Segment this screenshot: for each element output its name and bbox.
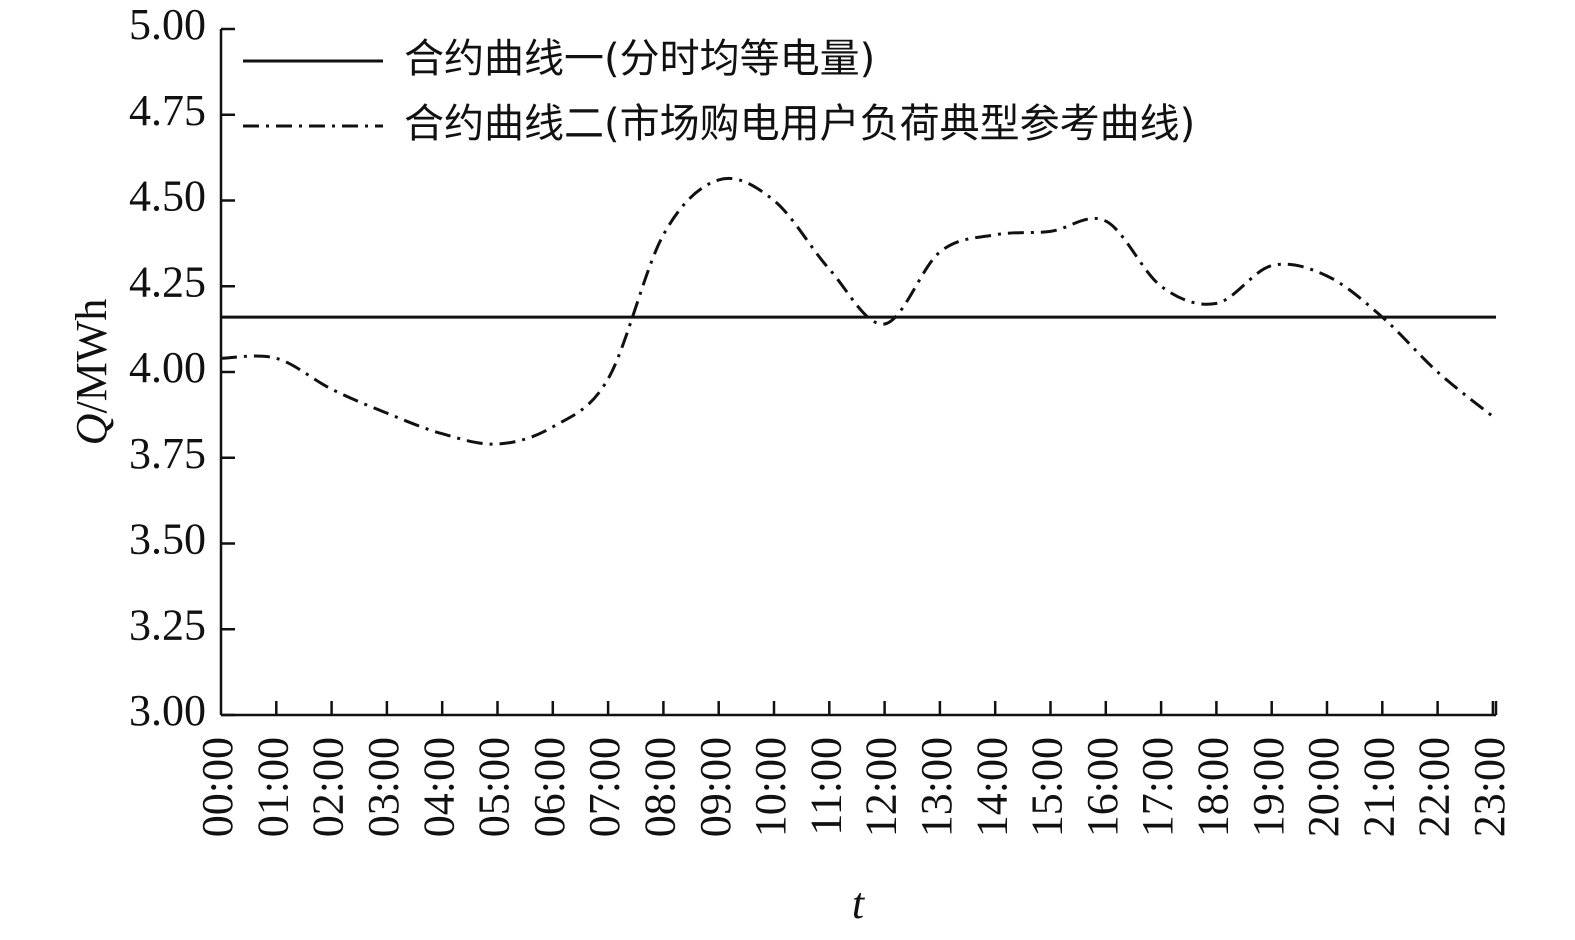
legend-label-1: 合约曲线一(分时均等电量): [404, 36, 875, 82]
y-axis-title: Q/MWh: [67, 299, 116, 446]
x-tick-label: 00:00: [193, 737, 242, 837]
series-line-2: [220, 176, 1494, 446]
x-tick-label: 19:00: [1244, 737, 1293, 837]
x-tick-label: 23:00: [1465, 737, 1514, 837]
x-tick-label: 04:00: [414, 737, 463, 837]
x-tick-label: 20:00: [1299, 737, 1348, 837]
y-tick-label: 5.00: [129, 0, 206, 49]
legend-label-2: 合约曲线二(市场购电用户负荷典型参考曲线): [404, 101, 1195, 147]
x-tick-label: 12:00: [857, 737, 906, 837]
y-axis-title-unit: /MWh: [67, 299, 116, 414]
y-tick-label: 4.75: [129, 86, 206, 135]
x-tick-label: 03:00: [359, 737, 408, 837]
x-tick-label: 13:00: [912, 737, 961, 837]
legend: 合约曲线一(分时均等电量) 合约曲线二(市场购电用户负荷典型参考曲线): [243, 36, 1195, 147]
x-tick-label: 09:00: [691, 737, 740, 837]
x-tick-label: 17:00: [1133, 737, 1182, 837]
x-tick-label: 08:00: [635, 737, 684, 837]
x-axis-title: t: [852, 879, 866, 928]
x-tick-label: 01:00: [248, 737, 297, 837]
y-tick-label: 3.25: [129, 600, 206, 649]
y-tick-label: 3.75: [129, 429, 206, 478]
x-tick-label: 21:00: [1354, 737, 1403, 837]
x-tick-label: 02:00: [304, 737, 353, 837]
y-tick-label: 4.50: [129, 172, 206, 221]
x-tick-label: 18:00: [1188, 737, 1237, 837]
plot-area: [220, 176, 1496, 446]
x-tick-label: 15:00: [1023, 737, 1072, 837]
x-tick-label: 22:00: [1410, 737, 1459, 837]
y-tick-label: 3.50: [129, 515, 206, 564]
y-tick-label: 4.00: [129, 343, 206, 392]
x-tick-label: 07:00: [580, 737, 629, 837]
x-tick-label: 06:00: [525, 737, 574, 837]
y-tick-label: 4.25: [129, 257, 206, 306]
axes: 3.00 3.25 3.50 3.75 4.00 4.25 4.50 4.75 5.00 00:0…: [129, 0, 1514, 837]
y-tick-label: 3.00: [129, 686, 206, 735]
x-tick-label: 14:00: [967, 737, 1016, 837]
x-tick-label: 05:00: [470, 737, 519, 837]
x-tick-label: 16:00: [1078, 737, 1127, 837]
y-axis-title-main: Q: [67, 414, 116, 446]
x-tick-label: 10:00: [746, 737, 795, 837]
x-tick-label: 11:00: [801, 737, 850, 836]
